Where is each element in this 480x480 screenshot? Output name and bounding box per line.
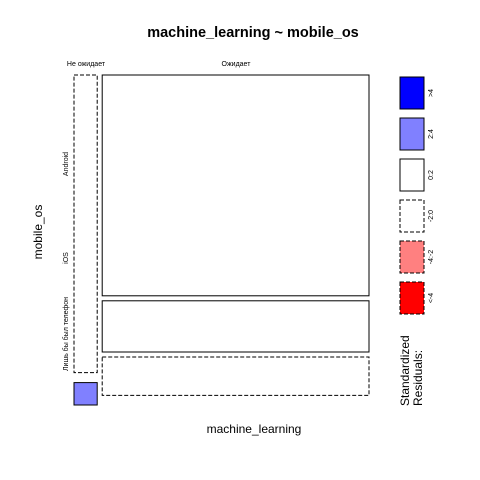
mosaic-cell-0-2	[73, 382, 98, 406]
legend: >4 2:4 0:2 -2:0 -4:-2 <-4	[399, 76, 435, 315]
y-category-label-0: Android	[63, 152, 70, 176]
legend-title-line-2: Residuals:	[411, 350, 425, 406]
legend-swatch-2	[399, 158, 425, 192]
legend-label-5: <-4	[428, 293, 435, 303]
legend-label-1: 2:4	[428, 129, 435, 139]
x-category-label-1: Ожидает	[222, 61, 252, 68]
legend-swatch-3	[399, 199, 425, 233]
x-category-label-0: Не ожидает	[67, 61, 106, 68]
mosaic-cell-1-1	[101, 300, 370, 353]
legend-swatch-4	[399, 240, 425, 274]
legend-title: Standardized Residuals:	[398, 332, 425, 406]
legend-title-line-1: Standardized	[398, 335, 412, 406]
chart-title: machine_learning ~ mobile_os	[147, 25, 359, 41]
x-axis-title: machine_learning	[207, 422, 302, 436]
legend-label-0: >4	[428, 89, 435, 97]
mosaic-cell-0-0	[73, 74, 98, 374]
legend-swatch-0	[399, 76, 425, 110]
mosaic-cell-1-0	[101, 74, 370, 297]
legend-swatch-1	[399, 117, 425, 151]
mosaic-cell-1-2	[101, 356, 370, 396]
y-category-label-1: iOS	[63, 252, 70, 264]
legend-label-4: -4:-2	[428, 250, 435, 265]
legend-label-3: -2:0	[428, 210, 435, 222]
mosaic-cells	[73, 74, 370, 406]
y-axis-title: mobile_os	[31, 205, 45, 260]
y-category-label-2: Лишь бы был телефон	[62, 297, 70, 371]
legend-swatch-5	[399, 281, 425, 315]
legend-label-2: 0:2	[428, 170, 435, 180]
